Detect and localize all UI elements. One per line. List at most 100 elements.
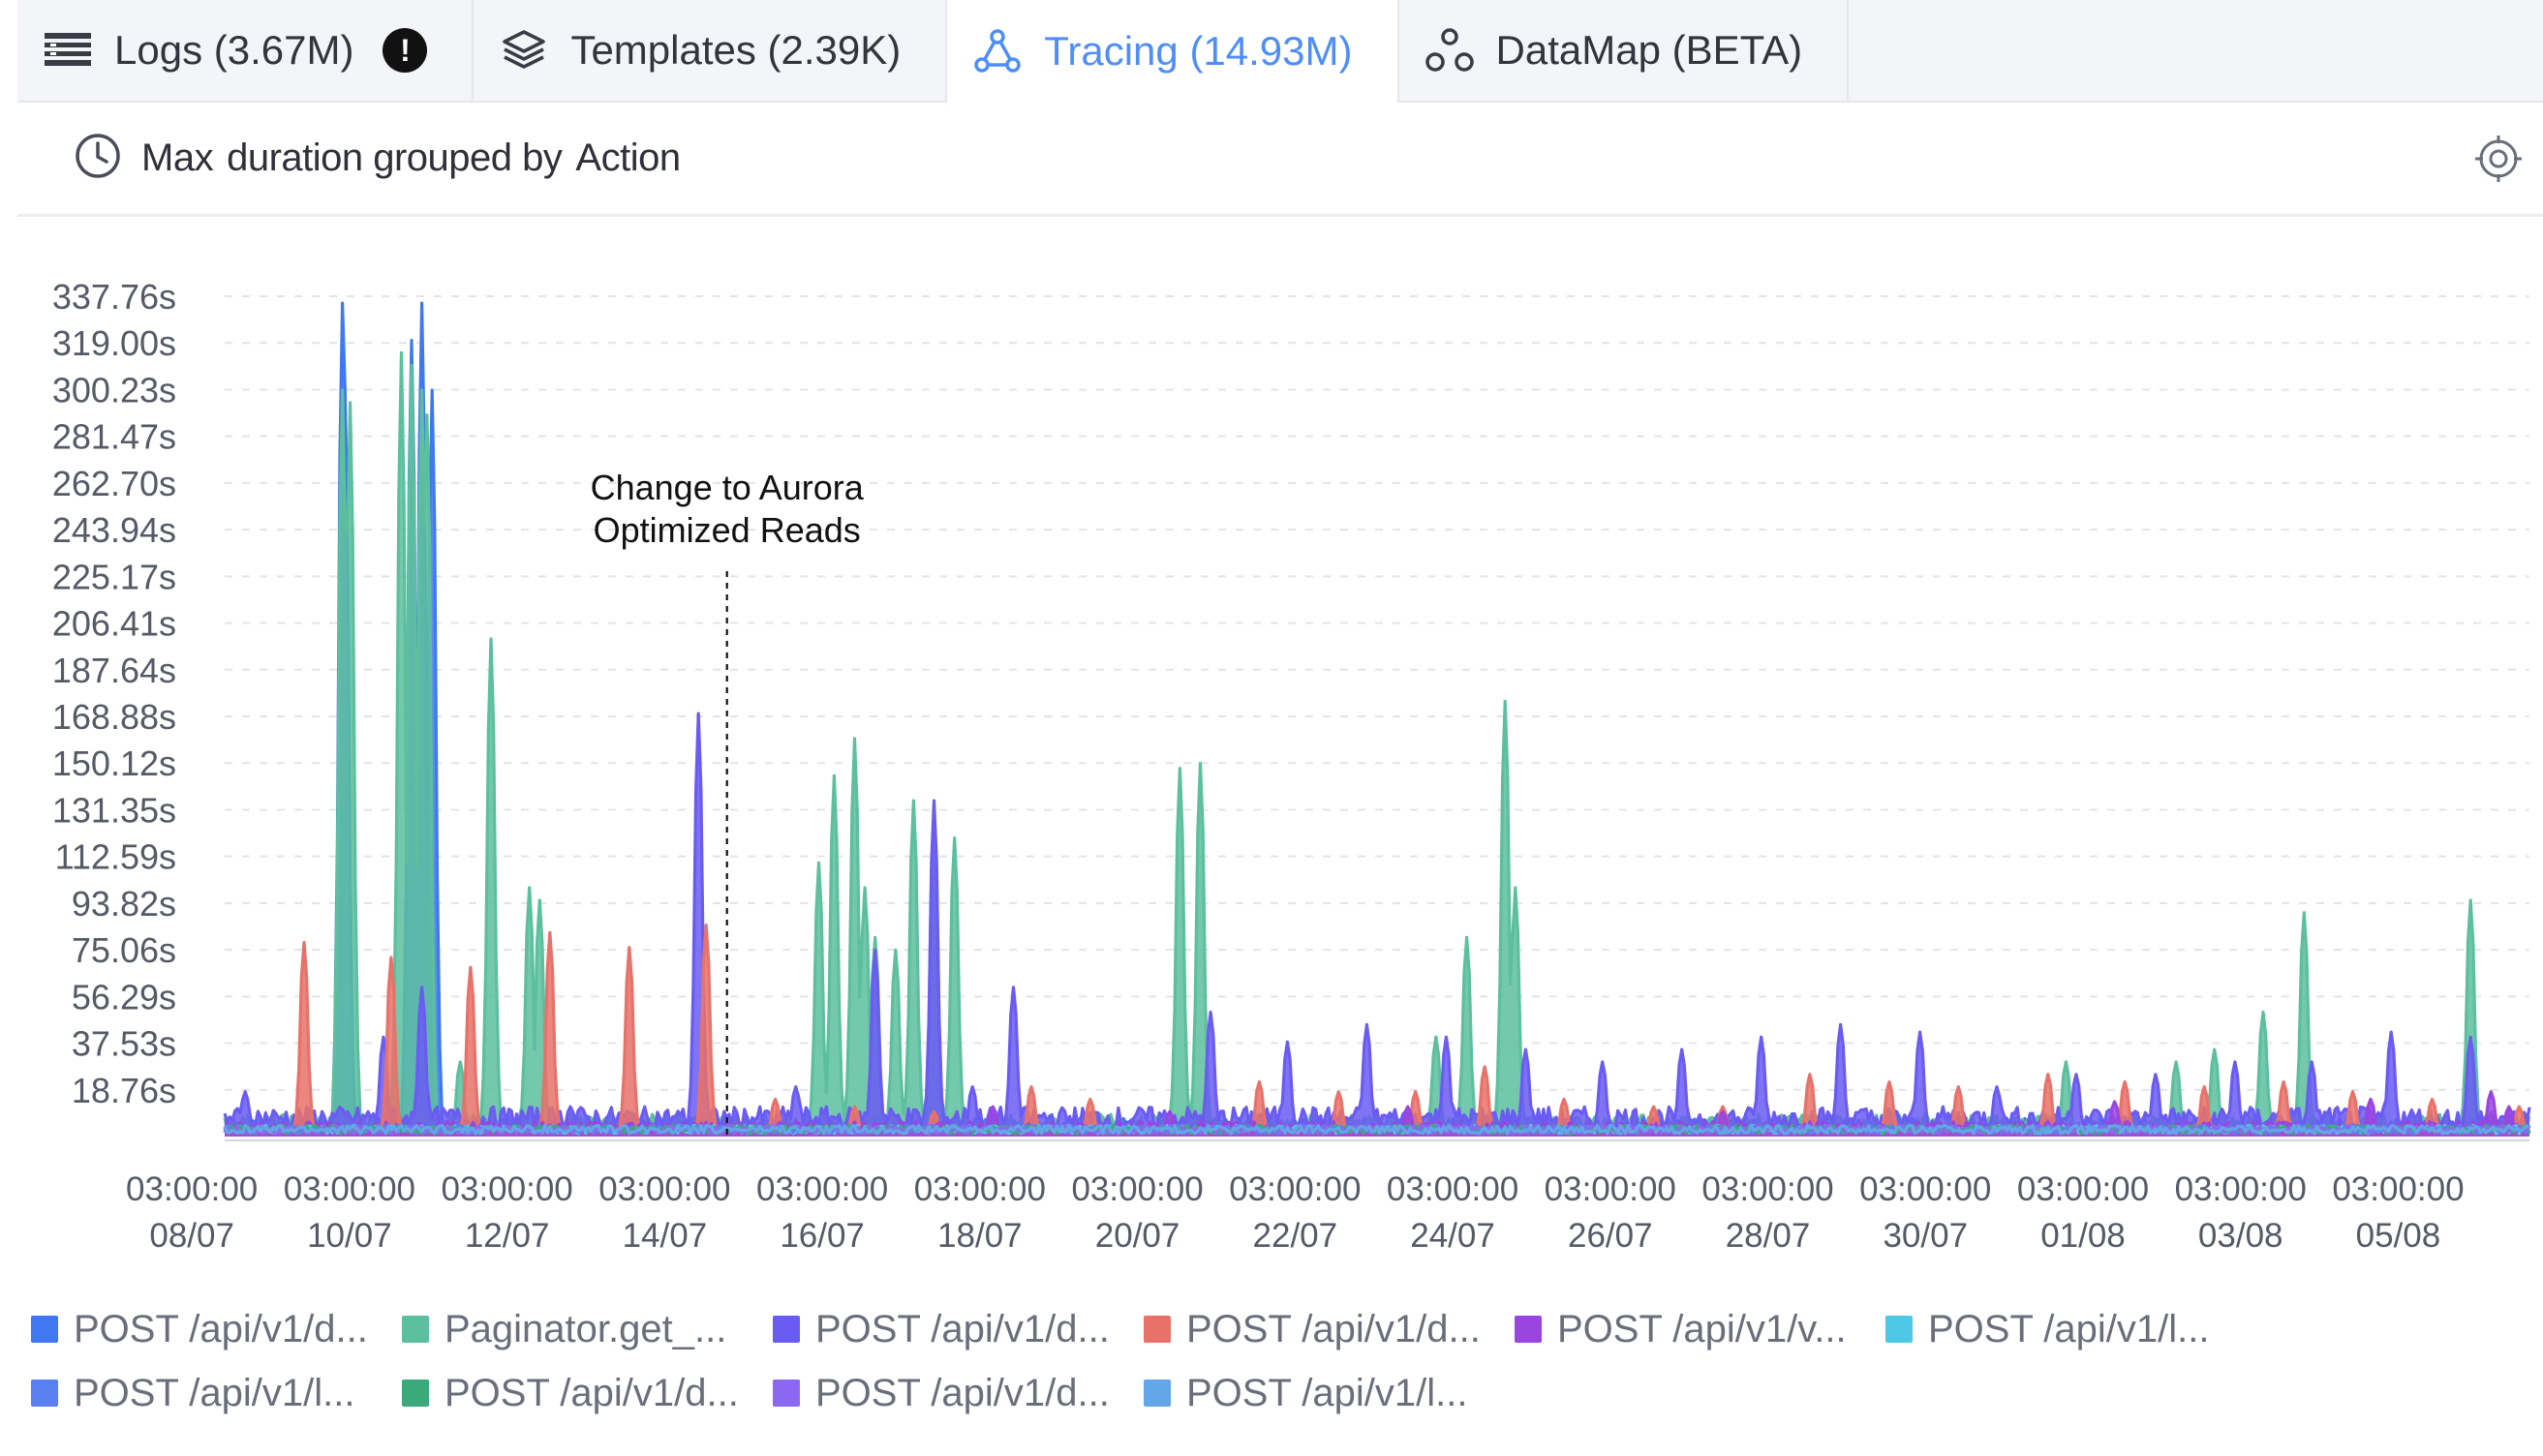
legend-swatch: [773, 1380, 800, 1407]
x-tick-time: 03:00:00: [756, 1170, 888, 1208]
y-tick-label: 56.29s: [72, 977, 176, 1016]
x-tick-date: 22/07: [1253, 1217, 1338, 1255]
legend-item[interactable]: POST /api/v1/v...: [1515, 1307, 1885, 1350]
aggregation-label[interactable]: Max: [141, 136, 214, 179]
x-tick-date: 05/08: [2356, 1217, 2441, 1255]
tab-datamap[interactable]: DataMap (BETA): [1399, 0, 1850, 101]
series-area: [225, 925, 2529, 1137]
y-tick-label: 37.53s: [72, 1024, 176, 1064]
x-tick-time: 03:00:00: [1071, 1170, 1203, 1208]
legend-swatch: [1144, 1380, 1171, 1407]
y-tick-label: 225.17s: [52, 557, 176, 596]
legend-swatch: [1144, 1316, 1171, 1343]
x-tick-date: 24/07: [1410, 1217, 1495, 1255]
y-tick-label: 262.70s: [52, 464, 176, 503]
x-tick-time: 03:00:00: [2175, 1170, 2307, 1208]
x-tick-time: 03:00:00: [442, 1170, 573, 1208]
y-tick-label: 281.47s: [52, 417, 176, 457]
y-tick-label: 93.82s: [72, 884, 176, 924]
layers-icon: [495, 26, 553, 75]
y-tick-label: 18.76s: [72, 1071, 176, 1110]
legend-label: Paginator.get_...: [444, 1307, 727, 1350]
x-tick-time: 03:00:00: [2332, 1170, 2464, 1208]
series-line: [223, 350, 2531, 1133]
tab-bar: Logs (3.67M) ! Templates (2.39K) Tracing…: [17, 0, 2543, 103]
legend-item[interactable]: POST /api/v1/d...: [773, 1307, 1144, 1350]
legend-swatch: [31, 1380, 58, 1407]
tab-tracing[interactable]: Tracing (14.93M): [947, 0, 1399, 103]
series-area: [225, 713, 2529, 1137]
y-tick-label: 206.41s: [52, 604, 176, 644]
annotation-text: Optimized Reads: [594, 510, 861, 550]
x-tick-date: 03/08: [2198, 1217, 2283, 1255]
tab-logs[interactable]: Logs (3.67M) !: [17, 0, 475, 101]
legend-item[interactable]: POST /api/v1/l...: [1885, 1307, 2256, 1350]
x-tick-time: 03:00:00: [2017, 1170, 2149, 1208]
series-line: [223, 712, 2531, 1131]
y-tick-label: 131.35s: [52, 790, 176, 830]
x-tick-date: 12/07: [465, 1217, 550, 1255]
y-tick-label: 337.76s: [52, 277, 176, 317]
legend-label: POST /api/v1/d...: [74, 1307, 368, 1350]
legend-item[interactable]: POST /api/v1/d...: [1144, 1307, 1515, 1350]
x-tick-date: 30/07: [1883, 1217, 1968, 1255]
duration-chart[interactable]: 18.76s 37.53s 56.29s 75.06s 93.82s 112.59s 131…: [0, 217, 2543, 1282]
chart-legend: POST /api/v1/d... Paginator.get_... POST /…: [31, 1307, 2510, 1414]
legend-swatch: [402, 1316, 429, 1343]
legend-label: POST /api/v1/d...: [1186, 1307, 1481, 1350]
legend-label: POST /api/v1/v...: [1557, 1307, 1847, 1350]
legend-swatch: [773, 1316, 800, 1343]
legend-item[interactable]: Paginator.get_...: [402, 1307, 773, 1350]
tracing-icon: [968, 27, 1026, 76]
x-tick-date: 26/07: [1568, 1217, 1653, 1255]
x-tick-time: 03:00:00: [914, 1170, 1046, 1208]
tab-label: Logs (3.67M): [114, 27, 354, 73]
series-area: [225, 352, 2529, 1137]
x-tick-date: 08/07: [149, 1217, 234, 1255]
legend-label: POST /api/v1/l...: [74, 1371, 355, 1414]
target-icon[interactable]: [2475, 136, 2522, 187]
y-tick-label: 150.12s: [52, 743, 176, 783]
tab-label: Tracing (14.93M): [1044, 28, 1353, 74]
legend-label: POST /api/v1/d...: [815, 1371, 1110, 1414]
x-tick-time: 03:00:00: [1859, 1170, 1991, 1208]
legend-item[interactable]: POST /api/v1/d...: [31, 1307, 402, 1350]
x-tick-time: 03:00:00: [1545, 1170, 1676, 1208]
group-by-label[interactable]: Action: [575, 136, 681, 179]
legend-label: POST /api/v1/l...: [1928, 1307, 2210, 1350]
y-tick-label: 75.06s: [72, 930, 176, 970]
x-tick-date: 01/08: [2040, 1217, 2126, 1255]
chart-query-title: Max duration grouped by Action: [141, 136, 681, 180]
legend-swatch: [1885, 1316, 1913, 1343]
x-tick-date: 28/07: [1726, 1217, 1811, 1255]
legend-label: POST /api/v1/l...: [1186, 1371, 1468, 1414]
y-tick-label: 187.64s: [52, 651, 176, 690]
annotation-text: Change to Aurora: [591, 468, 865, 507]
metric-text: duration grouped by: [227, 136, 563, 179]
legend-item[interactable]: POST /api/v1/d...: [402, 1372, 773, 1414]
y-tick-label: 319.00s: [52, 323, 176, 363]
series-line: [223, 1123, 2530, 1136]
x-tick-date: 10/07: [307, 1217, 392, 1255]
y-tick-label: 168.88s: [52, 697, 176, 737]
x-tick-time: 03:00:00: [1229, 1170, 1361, 1208]
tab-label: DataMap (BETA): [1495, 27, 1803, 73]
legend-swatch: [1515, 1316, 1542, 1343]
legend-label: POST /api/v1/d...: [815, 1307, 1110, 1350]
series-line: [224, 923, 2531, 1137]
legend-item[interactable]: POST /api/v1/d...: [773, 1371, 1144, 1414]
legend-item[interactable]: POST /api/v1/l...: [1144, 1371, 1515, 1414]
datamap-icon: [1421, 26, 1479, 75]
y-tick-label: 112.59s: [55, 837, 176, 877]
alert-icon: !: [383, 28, 428, 73]
x-tick-date: 14/07: [623, 1217, 708, 1255]
x-tick-time: 03:00:00: [598, 1170, 730, 1208]
list-icon: [39, 26, 97, 75]
x-tick-date: 18/07: [937, 1217, 1023, 1255]
legend-swatch: [402, 1380, 429, 1407]
legend-item[interactable]: POST /api/v1/l...: [31, 1371, 402, 1414]
series-area: [225, 303, 2529, 1138]
x-tick-time: 03:00:00: [284, 1170, 415, 1208]
x-tick-date: 20/07: [1095, 1217, 1180, 1255]
tab-templates[interactable]: Templates (2.39K): [474, 0, 948, 101]
